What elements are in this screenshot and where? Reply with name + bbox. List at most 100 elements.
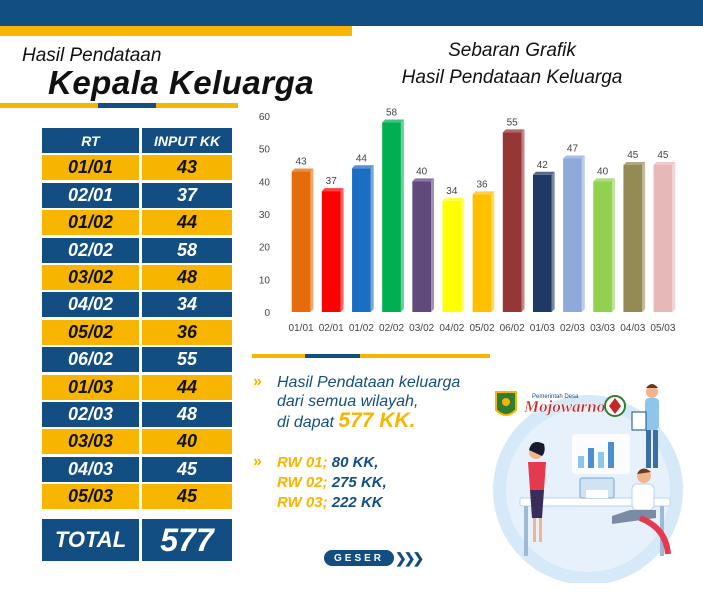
svg-text:Pemerintah Desa: Pemerintah Desa <box>532 394 579 400</box>
bar-side <box>551 171 555 312</box>
rw-item: RW 01; 80 KK, <box>277 453 387 473</box>
bar-side <box>491 191 495 312</box>
input-kk-cell: 34 <box>142 292 232 318</box>
summary-line-3: di dapat 577 KK. <box>277 409 460 432</box>
bar <box>563 158 582 312</box>
rt-cell: 03/03 <box>42 429 139 455</box>
bar-top <box>563 155 585 159</box>
y-tick-label: 60 <box>259 112 271 123</box>
rt-cell: 06/02 <box>42 347 139 373</box>
table-row: 04/03 45 <box>42 456 232 482</box>
bar <box>352 168 371 312</box>
x-tick-label: 05/02 <box>469 323 494 334</box>
input-kk-cell: 44 <box>142 374 232 400</box>
ministry-logo-icon <box>604 395 626 417</box>
table-row: 01/03 44 <box>42 374 232 400</box>
input-kk-cell: 37 <box>142 182 232 208</box>
rw-value: 222 KK <box>331 494 383 511</box>
data-label: 36 <box>476 179 488 190</box>
rt-cell: 01/02 <box>42 210 139 236</box>
rt-cell: 05/03 <box>42 484 139 510</box>
rw-value: 80 KK, <box>331 454 379 471</box>
geser-button[interactable]: GESER ❯❯❯ <box>324 548 424 568</box>
table-row: 04/02 34 <box>42 292 232 318</box>
y-tick-label: 30 <box>259 210 271 221</box>
data-label: 43 <box>296 157 308 168</box>
data-label: 44 <box>356 153 368 164</box>
x-tick-label: 06/02 <box>500 323 525 334</box>
bar <box>623 165 643 312</box>
data-label: 55 <box>507 117 519 128</box>
column-header-rt: RT <box>42 128 139 153</box>
table-row: 01/01 43 <box>42 155 232 181</box>
header-title-big: Kepala Keluarga <box>48 64 315 101</box>
bar-side <box>431 178 435 312</box>
bar <box>291 171 311 312</box>
bar-side <box>672 162 676 312</box>
rw-summary-list: RW 01; 80 KK, RW 02; 275 KK, RW 03; 222 KK <box>277 453 387 513</box>
bar-top <box>442 197 465 201</box>
bar-top <box>291 168 314 172</box>
y-tick-label: 50 <box>259 145 271 156</box>
data-label: 42 <box>537 160 549 171</box>
input-kk-cell: 40 <box>142 429 232 455</box>
total-row: TOTAL 577 <box>42 519 232 561</box>
bar-top <box>472 191 495 195</box>
bar-side <box>581 155 585 312</box>
section-divider-accent <box>305 354 360 358</box>
chevron-right-icon: ❯❯❯ <box>395 549 424 566</box>
bar-side <box>400 119 404 313</box>
bar <box>382 122 401 313</box>
summary-total-highlight: 577 KK. <box>338 409 416 432</box>
bar-top <box>352 165 374 169</box>
geser-label: GESER <box>324 550 395 566</box>
x-tick-label: 04/02 <box>439 323 464 334</box>
data-label: 45 <box>657 150 669 161</box>
bar-side <box>370 165 374 312</box>
table-row: 02/03 48 <box>42 401 232 427</box>
rt-cell: 04/02 <box>42 292 139 318</box>
summary-line-2: dari semua wilayah, <box>277 393 419 410</box>
bar <box>593 181 612 312</box>
input-kk-cell: 45 <box>142 484 232 510</box>
bar-side <box>461 197 465 312</box>
x-tick-label: 04/03 <box>620 323 645 334</box>
bar-top <box>321 188 344 192</box>
office-illustration: Pemerintah Desa Mojowarno <box>493 384 683 583</box>
table-row: 06/02 55 <box>42 347 232 373</box>
bar <box>653 165 673 312</box>
data-label: 47 <box>567 143 579 154</box>
rt-cell: 02/01 <box>42 182 139 208</box>
column-header-input-kk: INPUT KK <box>142 128 232 153</box>
bar-top <box>412 178 435 182</box>
regency-emblem-icon <box>495 391 517 416</box>
bar <box>532 174 552 312</box>
mojowarno-logo: Pemerintah Desa Mojowarno <box>523 394 606 416</box>
x-tick-label: 02/03 <box>560 323 585 334</box>
x-tick-label: 02/01 <box>319 323 344 334</box>
rt-cell: 01/03 <box>42 374 139 400</box>
standing-man-figure <box>631 384 659 468</box>
bar-top <box>623 162 646 165</box>
data-label: 45 <box>627 150 639 161</box>
x-tick-label: 01/03 <box>530 323 555 334</box>
bar-side <box>611 178 615 312</box>
summary-prefix: di dapat <box>277 414 334 431</box>
table-row: 02/02 58 <box>42 237 232 263</box>
chevron-right-icon: » <box>253 373 262 390</box>
seated-man-figure <box>612 468 671 555</box>
chart-title-line1: Sebaran Grafik <box>448 40 576 61</box>
y-tick-label: 40 <box>259 177 271 188</box>
bar-top <box>653 162 676 165</box>
data-label: 37 <box>326 176 338 187</box>
total-value: 577 <box>142 519 232 561</box>
y-tick-label: 10 <box>259 275 271 286</box>
x-tick-label: 01/02 <box>349 323 374 334</box>
rw-label: RW 03; <box>277 494 328 511</box>
table-row: 01/02 44 <box>42 210 232 236</box>
top-banner-bar <box>0 0 703 26</box>
rt-cell: 02/02 <box>42 237 139 263</box>
input-kk-cell: 48 <box>142 264 232 290</box>
chevron-right-icon: » <box>253 453 262 470</box>
x-tick-label: 05/03 <box>650 323 675 334</box>
